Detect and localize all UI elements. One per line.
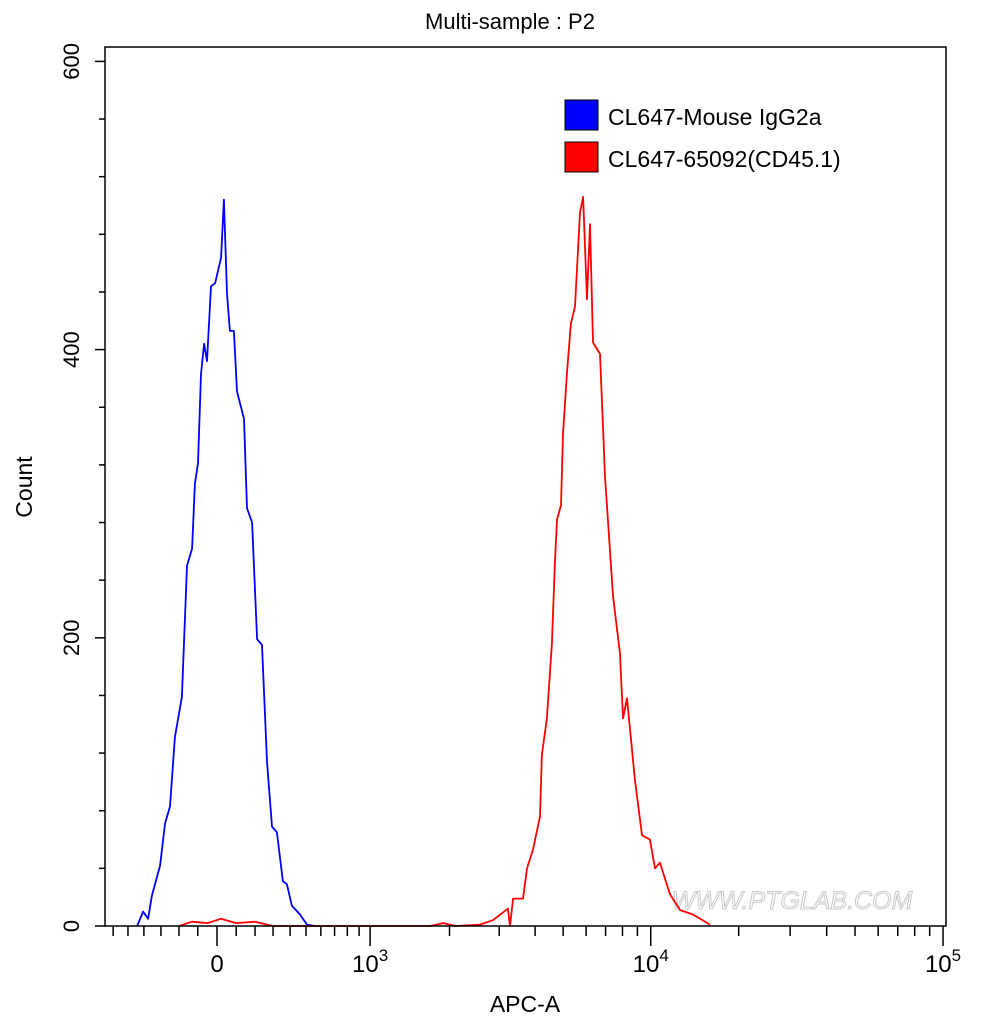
x-tick-label: 105 [925,946,961,978]
legend: CL647-Mouse IgG2a CL647-65092(CD45.1) [564,99,841,173]
legend-label-1: CL647-Mouse IgG2a [608,104,822,130]
y-axis-label: Count [11,456,37,518]
y-tick-label: 400 [59,331,84,368]
series-line-2 [178,196,711,927]
y-tick-label: 0 [59,920,84,932]
x-tick-base: 10 [633,951,660,978]
x-tick-exponent: 5 [952,946,961,965]
legend-label-2: CL647-65092(CD45.1) [608,146,841,172]
x-tick-label: 104 [633,946,669,978]
x-tick-label: 103 [352,946,388,978]
x-tick-base: 0 [210,951,223,978]
series-line-1 [136,198,316,927]
curves-layer [136,196,711,927]
watermark: WWW.PTGLAB.COM [672,887,913,915]
chart-title: Multi-sample : P2 [425,9,595,34]
legend-swatch-2 [564,141,599,173]
y-tick-label: 600 [59,43,84,80]
legend-swatch-1 [564,99,599,131]
x-axis-label: APC-A [490,991,561,1017]
plot-frame [104,46,947,927]
y-tick-label: 200 [59,619,84,656]
x-tick-base: 10 [925,951,952,978]
x-tick-exponent: 3 [379,946,388,965]
x-tick-base: 10 [352,951,379,978]
x-tick-exponent: 4 [659,946,668,965]
x-tick-label: 0 [210,951,223,978]
